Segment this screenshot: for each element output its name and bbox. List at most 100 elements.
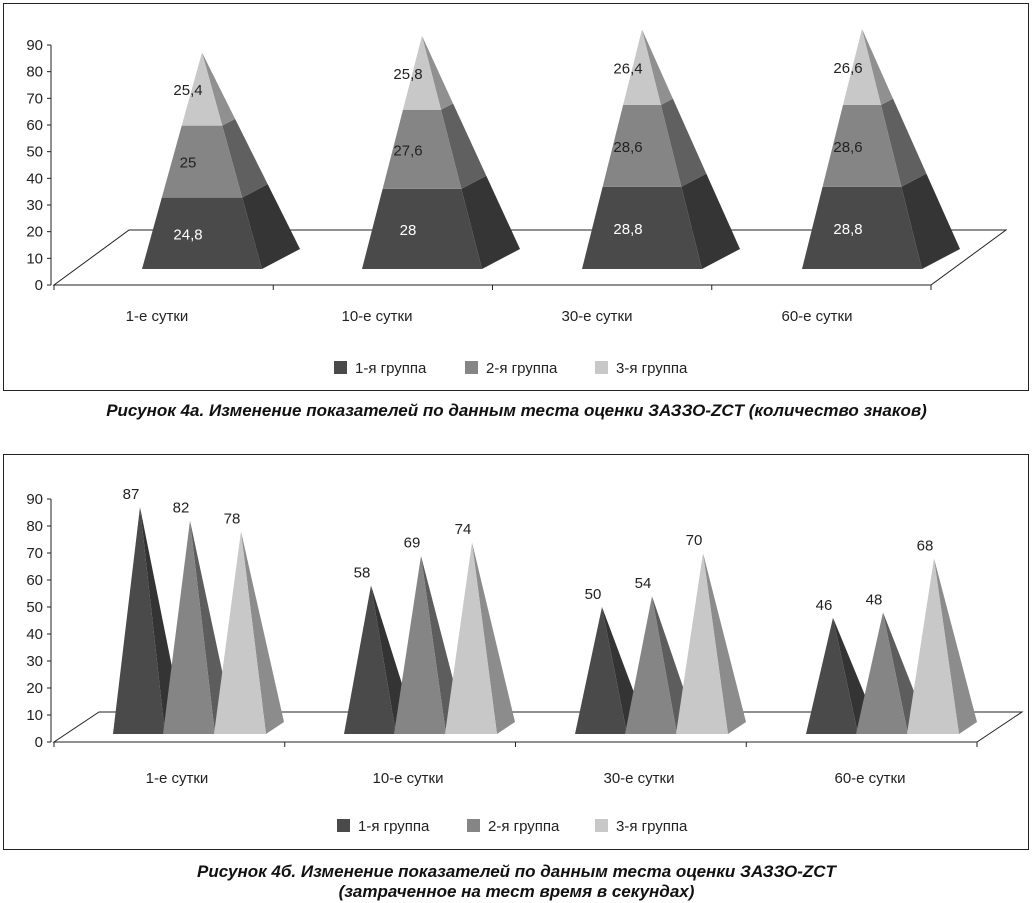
x-category-label: 60-е сутки (834, 770, 905, 787)
y-tick-label: 30 (26, 197, 43, 214)
x-category-label: 30-е сутки (603, 770, 674, 787)
pyramid-segment (161, 125, 243, 198)
pyramid-segment-side (441, 103, 487, 189)
pyramid-segment (402, 35, 442, 110)
pyramid-segment (362, 188, 482, 269)
pyramid-segment (623, 29, 661, 105)
chart-a-svg: 0 10 20 30 40 50 60 70 80 90 1-е сутки 10-е сутки 30… (26, 29, 1008, 377)
y-tick-label: 60 (26, 117, 43, 134)
y-tick-label: 80 (26, 518, 43, 535)
pyramid-segment-side (202, 52, 236, 126)
pyramid-segment (822, 105, 902, 187)
chart-b-caption: Рисунок 4б. Изменение показателей по дан… (197, 862, 836, 881)
chart-b-panel: 0 10 20 30 40 50 60 70 80 90 1-е сутки 10-е сутки 30… (3, 454, 1029, 850)
data-label: 48 (866, 591, 883, 608)
legend-swatch (334, 361, 347, 374)
x-category-label: 1-е сутки (126, 308, 189, 325)
y-tick-label: 10 (26, 250, 43, 267)
legend-swatch (595, 819, 608, 832)
pyramid-segment (142, 197, 262, 269)
data-label: 28,8 (833, 221, 862, 238)
pyramid-segment (382, 109, 462, 189)
y-tick-label: 0 (35, 734, 43, 751)
y-tick-label: 30 (26, 653, 43, 670)
data-label: 26,6 (833, 60, 862, 77)
data-label: 28,6 (833, 139, 862, 156)
chart-b-caption-subtitle: (затраченное на тест время в секундах) (338, 882, 695, 901)
x-category-label: 1-е сутки (146, 770, 209, 787)
pyramid (806, 617, 858, 734)
pyramid-segment-side (660, 98, 707, 187)
data-label: 28 (400, 222, 417, 239)
chart-a-panel: 0 10 20 30 40 50 60 70 80 90 1-е сутки 10-е сутки 30… (3, 3, 1029, 391)
pyramid (575, 607, 627, 734)
y-tick-label: 40 (26, 170, 43, 187)
data-label: 46 (816, 597, 833, 614)
legend-label: 1-я группа (355, 360, 427, 377)
chart-a-caption: Рисунок 4а. Изменение показателей по дан… (106, 401, 927, 420)
pyramid-segment-side (242, 184, 300, 269)
pyramid (625, 596, 677, 734)
pyramid (907, 558, 959, 734)
y-tick-label: 70 (26, 90, 43, 107)
data-label: 54 (635, 575, 652, 592)
pyramid-segment-side (461, 175, 520, 269)
legend-label: 3-я группа (616, 360, 688, 377)
legend-swatch (465, 361, 478, 374)
data-label: 28,6 (613, 139, 642, 156)
chart-floor (52, 229, 1008, 286)
y-tick-label: 50 (26, 599, 43, 616)
y-tick-label: 90 (26, 491, 43, 508)
data-label: 58 (354, 564, 371, 581)
pyramid-segment-side (681, 173, 740, 269)
data-label: 68 (917, 537, 934, 554)
pyramid-segment (602, 104, 682, 187)
legend-label: 1-я группа (358, 818, 430, 835)
y-tick-label: 60 (26, 572, 43, 589)
pyramid-segment-side (881, 98, 927, 187)
pyramid-segment-side (422, 35, 454, 110)
pyramid-segment-side (862, 29, 894, 105)
data-label: 27,6 (393, 142, 422, 159)
pyramid (676, 553, 728, 734)
legend-swatch (337, 819, 350, 832)
pyramid-side (241, 531, 284, 734)
data-label: 26,4 (613, 60, 642, 77)
y-tick-label: 80 (26, 64, 43, 81)
data-label: 82 (173, 500, 190, 517)
y-tick-label: 90 (26, 37, 43, 54)
data-label: 78 (224, 510, 241, 527)
pyramid (163, 520, 215, 734)
legend-swatch (595, 361, 608, 374)
y-tick-label: 20 (26, 224, 43, 241)
pyramid (214, 531, 266, 734)
legend-label: 2-я группа (488, 818, 560, 835)
legend-label: 2-я группа (486, 360, 558, 377)
chart-b-svg: 0 10 20 30 40 50 60 70 80 90 1-е сутки 10-е сутки 30… (26, 486, 1024, 835)
legend-label: 3-я группа (616, 818, 688, 835)
data-label: 87 (123, 486, 140, 503)
pyramid-side (472, 542, 515, 734)
x-category-label: 60-е сутки (781, 308, 852, 325)
data-label: 69 (404, 535, 421, 552)
pyramid-segment-side (642, 29, 673, 105)
pyramid (394, 555, 446, 734)
pyramid (856, 612, 908, 734)
pyramid-segment (181, 52, 223, 126)
data-label: 74 (455, 521, 472, 538)
y-tick-label: 50 (26, 144, 43, 161)
pyramid-segment-side (222, 118, 268, 198)
pyramid-segment (802, 186, 922, 269)
chart-floor (52, 711, 1024, 743)
data-label: 24,8 (173, 226, 202, 243)
data-label: 25,4 (173, 82, 202, 99)
data-label: 28,8 (613, 221, 642, 238)
data-label: 25,8 (393, 66, 422, 83)
pyramid (113, 507, 165, 734)
pyramid-segment-side (901, 173, 960, 269)
pyramid-side (703, 553, 746, 734)
pyramid (445, 542, 497, 734)
y-tick-label: 10 (26, 707, 43, 724)
pyramid-segment (582, 186, 702, 269)
pyramid (344, 585, 396, 734)
